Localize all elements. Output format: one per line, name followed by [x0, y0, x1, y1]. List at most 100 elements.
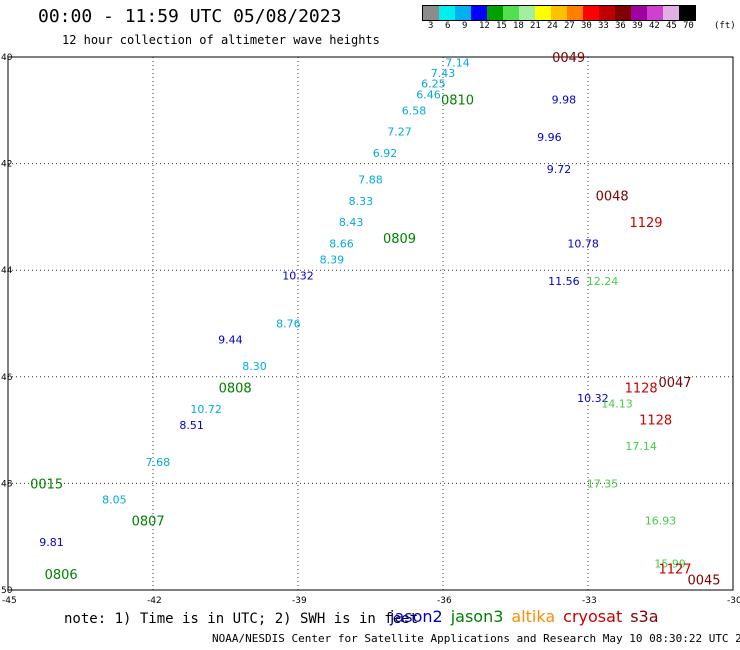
swh-value-label: 17.35 [587, 477, 619, 490]
swh-value-label: 6.58 [402, 104, 427, 117]
pass-time-label: 0048 [596, 190, 629, 205]
pass-time-label: 1128 [639, 413, 672, 428]
colorbar-tick-label: 39 [632, 21, 643, 31]
swh-value-label: 6.92 [373, 147, 398, 160]
colorbar-swatch [519, 6, 535, 20]
swh-value-label: 7.27 [387, 126, 412, 139]
pass-time-label: 0807 [132, 515, 165, 530]
swh-value-label: 11.56 [548, 275, 580, 288]
colorbar-tick-label: 30 [581, 21, 592, 31]
colorbar-swatch [583, 6, 599, 20]
swh-value-label: 6.25 [421, 78, 446, 91]
swh-value-label: 8.66 [329, 238, 354, 251]
y-tick-label: 50 [1, 586, 13, 596]
swh-value-label: 10.32 [577, 392, 609, 405]
x-tick-label: -42 [147, 596, 162, 606]
swh-value-label: 9.44 [218, 333, 243, 346]
satellite-legend: jason2 jason3 altika cryosat s3a [390, 607, 667, 626]
colorbar-tick-label: 3 [428, 21, 434, 31]
pass-time-label: 0806 [45, 568, 78, 583]
colorbar-swatch [631, 6, 647, 20]
swh-value-label: 8.76 [276, 318, 301, 331]
pass-time-label: 0809 [383, 232, 416, 247]
chart-plot: -45 -42 -39 -36 -33 -304042444648507.147.436.… [1, 51, 740, 606]
colorbar-tick-label: 12 [479, 21, 490, 31]
colorbar-tick-label: 45 [666, 21, 677, 31]
colorbar-tick-label: 27 [564, 21, 575, 31]
colorbar-swatch [567, 6, 583, 20]
legend-entry: s3a [630, 607, 659, 626]
pass-time-label: 0047 [658, 376, 691, 391]
colorbar-tick-label: 70 [683, 21, 694, 31]
colorbar-tick-label: 15 [496, 21, 507, 31]
swh-value-label: 6.46 [416, 88, 441, 101]
colorbar-tick-label: 21 [530, 21, 541, 31]
pass-time-label: 0015 [30, 477, 63, 492]
legend-entry: jason2 [390, 607, 443, 626]
colorbar-swatch [503, 6, 519, 20]
swh-value-label: 7.68 [146, 456, 171, 469]
y-tick-label: 46 [1, 373, 13, 383]
swh-value-label: 7.88 [358, 174, 383, 187]
swh-value-label: 9.96 [537, 131, 562, 144]
colorbar-swatch [423, 6, 439, 20]
chart-title: 00:00 - 11:59 UTC 05/08/2023 [38, 6, 342, 27]
swh-value-label: 10.72 [190, 403, 222, 416]
x-tick-label: -39 [292, 596, 307, 606]
swh-value-label: 8.39 [320, 254, 345, 267]
colorbar-swatch [439, 6, 455, 20]
swh-value-label: 8.30 [242, 360, 267, 373]
swh-value-label: 14.13 [601, 397, 633, 410]
colorbar-tick-label: 6 [445, 21, 451, 31]
chart-subtitle: 12 hour collection of altimeter wave hei… [62, 33, 380, 47]
swh-value-label: 8.33 [349, 195, 374, 208]
swh-value-label: 8.05 [102, 493, 127, 506]
colorbar-unit: (ft) [714, 21, 736, 31]
colorbar-tick-label: 36 [615, 21, 626, 31]
colorbar-tick-label: 33 [598, 21, 609, 31]
x-tick-label: -30 [727, 596, 740, 606]
y-tick-label: 48 [1, 479, 13, 489]
colorbar-tick-label: 18 [513, 21, 524, 31]
swh-value-label: 9.98 [552, 94, 577, 107]
pass-time-label: 0049 [552, 51, 585, 66]
colorbar-swatch [471, 6, 487, 20]
colorbar-swatch [615, 6, 631, 20]
x-tick-label: -36 [437, 596, 452, 606]
pass-time-label: 1127 [658, 563, 691, 578]
swh-value-label: 7.14 [445, 56, 470, 69]
chart-note: note: 1) Time is in UTC; 2) SWH is in fe… [64, 611, 419, 627]
pass-time-label: 0810 [441, 94, 474, 109]
swh-value-label: 16.93 [645, 515, 677, 528]
y-tick-label: 42 [1, 160, 12, 170]
x-tick-label: -33 [582, 596, 597, 606]
swh-value-label: 8.51 [179, 419, 204, 432]
colorbar-tick-label: 42 [649, 21, 660, 31]
swh-value-label: 9.72 [547, 163, 572, 176]
x-tick-label: -45 [2, 596, 17, 606]
colorbar-swatch [455, 6, 471, 20]
pass-time-label: 1129 [629, 216, 662, 231]
footer-credit: NOAA/NESDIS Center for Satellite Applica… [212, 632, 740, 645]
colorbar-swatch [663, 6, 679, 20]
colorbar [422, 5, 696, 21]
colorbar-tick-label: 9 [462, 21, 468, 31]
legend-entry: jason3 [450, 607, 504, 626]
colorbar-tick-label: 24 [547, 21, 558, 31]
plot-frame [7, 56, 734, 591]
swh-value-label: 9.81 [39, 536, 64, 549]
pass-time-label: 0808 [219, 381, 252, 396]
pass-time-label: 1128 [625, 381, 658, 396]
swh-value-label: 8.43 [339, 216, 364, 229]
colorbar-swatch [551, 6, 567, 20]
y-tick-label: 44 [1, 266, 13, 276]
swh-value-label: 15.99 [654, 557, 686, 570]
y-tick-label: 40 [1, 53, 13, 63]
swh-value-label: 10.32 [282, 270, 314, 283]
legend-entry: altika [511, 607, 556, 626]
legend-entry: cryosat [563, 607, 623, 626]
colorbar-swatch [535, 6, 551, 20]
swh-value-label: 12.24 [587, 275, 619, 288]
colorbar-swatch [679, 6, 695, 20]
swh-value-label: 7.43 [431, 67, 456, 80]
